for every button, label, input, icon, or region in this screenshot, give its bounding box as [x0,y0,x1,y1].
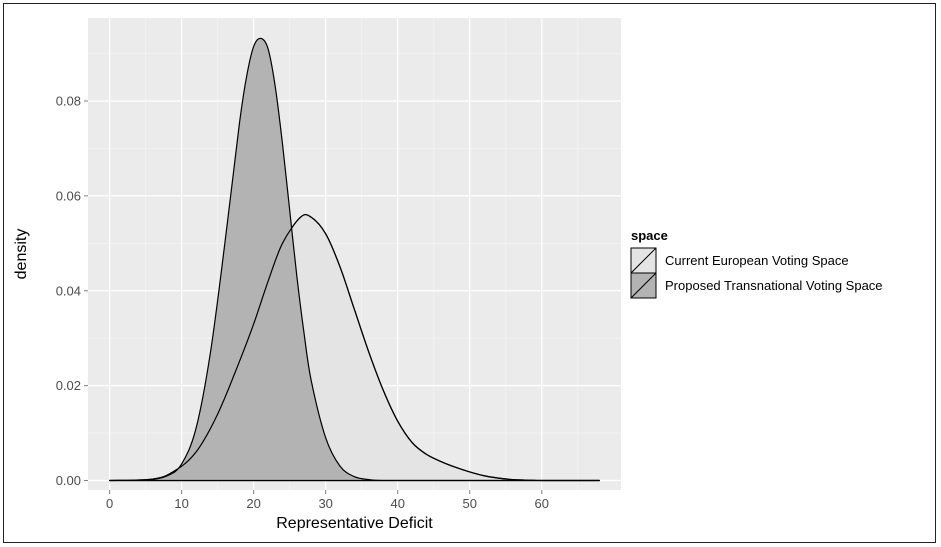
x-tick-label: 20 [246,496,260,511]
x-axis-title: Representative Deficit [276,515,433,532]
legend-key-slash [630,272,657,299]
density-area-2 [109,37,600,482]
x-tick-label: 30 [318,496,332,511]
legend: space Current European Voting Space Propo… [630,228,883,299]
x-tick-label: 50 [463,496,477,511]
y-tick-label: 0.06 [56,188,81,203]
y-tick-label: 0.08 [56,94,81,109]
x-tick-label: 0 [106,496,113,511]
chart-frame: 0 10 20 30 40 50 60 0.00 0.02 0.04 0.06 0.08 Repre… [3,3,936,543]
density-chart: 0 10 20 30 40 50 60 0.00 0.02 0.04 0.06 0.08 Repre… [13,18,883,532]
x-tick-label: 40 [390,496,404,511]
y-axis-title: density [13,229,30,280]
legend-items: Current European Voting Space Proposed Tr… [630,247,883,299]
x-tick-label: 10 [174,496,188,511]
legend-label-2: Proposed Transnational Voting Space [665,278,883,293]
legend-label-1: Current European Voting Space [665,253,849,268]
x-tick-label: 60 [535,496,549,511]
y-tick-label: 0.00 [56,473,81,488]
y-tick-label: 0.02 [56,378,81,393]
density-areas [109,37,600,482]
legend-title: space [631,228,668,243]
y-axis-ticks: 0.00 0.02 0.04 0.06 0.08 [56,94,88,488]
legend-key-slash [630,247,657,274]
x-axis-ticks: 0 10 20 30 40 50 60 [106,490,549,511]
y-tick-label: 0.04 [56,283,81,298]
density-outline-1 [109,213,600,482]
